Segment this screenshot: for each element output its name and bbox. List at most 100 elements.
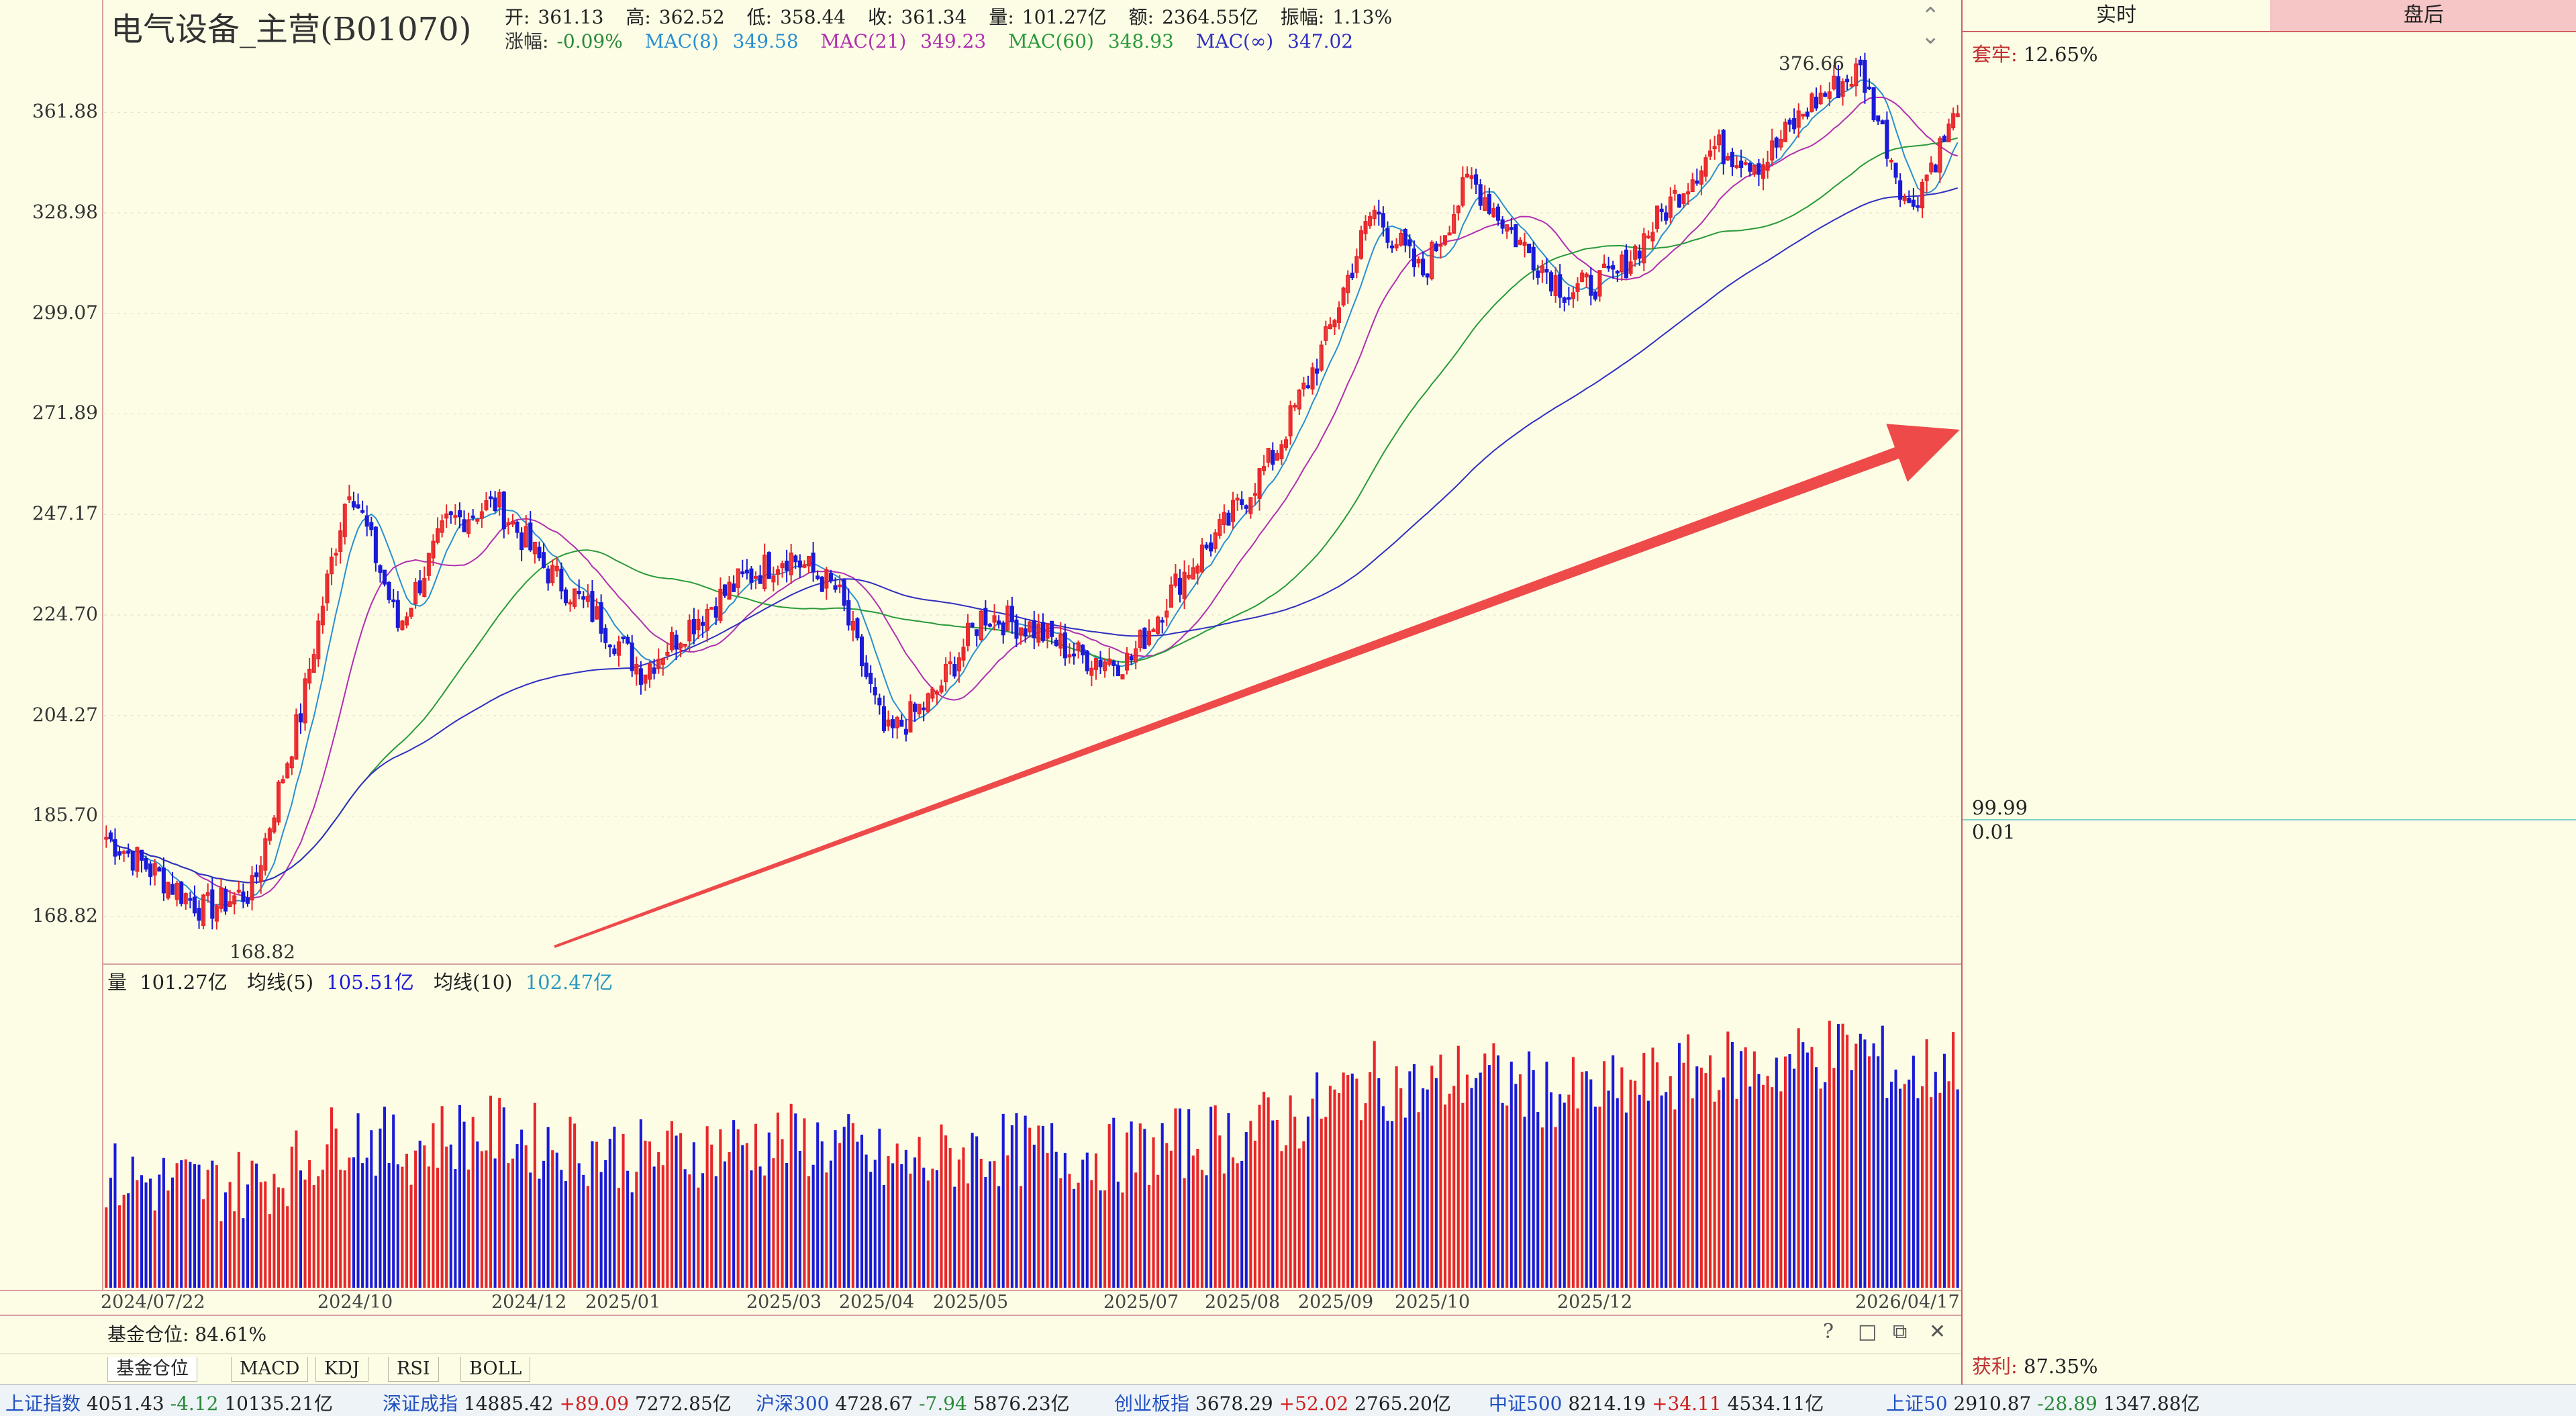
tab-realtime[interactable]: 实时: [1963, 0, 2270, 32]
volume-bar: [189, 1162, 191, 1288]
candle-body: [1873, 88, 1875, 120]
volume-bar: [352, 1158, 355, 1288]
candle-body: [352, 502, 355, 506]
volume-bar: [737, 1129, 740, 1288]
volume-bar: [1148, 1185, 1150, 1288]
tab-after-hours[interactable]: 盘后: [2270, 0, 2576, 32]
volume-bar: [1890, 1082, 1893, 1288]
volume-bar: [1298, 1148, 1301, 1288]
volume-bar: [1205, 1175, 1208, 1288]
candle-body: [869, 673, 872, 683]
collapse-down-icon[interactable]: ⌄: [1921, 23, 1940, 50]
candle-body: [1545, 270, 1548, 272]
candle-body: [224, 890, 227, 911]
tab-macd[interactable]: MACD: [231, 1357, 308, 1382]
volume-bar: [476, 1141, 479, 1288]
candle-body: [547, 569, 550, 583]
candle-body: [255, 873, 258, 876]
volume-bar: [1952, 1032, 1954, 1288]
date-tick: 2025/12: [1557, 1292, 1632, 1313]
volume-bar: [105, 1207, 107, 1288]
candle-body: [1912, 201, 1915, 206]
volume-bar: [1209, 1107, 1212, 1288]
volume-bar: [609, 1139, 611, 1288]
candle-body: [1015, 620, 1018, 639]
volume-bars: [105, 1021, 1959, 1288]
volume-bar: [1824, 1082, 1826, 1288]
high-mark-label: 376.66: [1779, 52, 1844, 75]
candle-body: [145, 859, 148, 869]
tab-fund-position[interactable]: 基金仓位: [107, 1357, 197, 1382]
candle-body: [816, 576, 819, 578]
tab-kdj[interactable]: KDJ: [315, 1357, 368, 1382]
ticker-item[interactable]: 上证50 2910.87 -28.89 1347.88亿: [1886, 1389, 2200, 1416]
candle-body: [785, 561, 788, 570]
volume-bar: [1505, 1106, 1508, 1288]
volume-bar: [1647, 1101, 1650, 1288]
volume-bar: [503, 1107, 505, 1288]
volume-bar: [1912, 1055, 1915, 1288]
candle-body: [1391, 246, 1393, 248]
candle-body: [542, 553, 545, 567]
volume-bar: [308, 1160, 311, 1288]
volume-bar: [405, 1154, 408, 1288]
volume-bar: [291, 1147, 293, 1288]
volume-bar: [1280, 1151, 1283, 1288]
volume-bar: [1174, 1108, 1177, 1288]
volume-bar: [224, 1192, 227, 1288]
volume-bar: [1064, 1153, 1067, 1288]
ticker-item[interactable]: 上证指数 4051.43 -4.12 10135.21亿: [5, 1389, 333, 1416]
candle-body: [375, 528, 377, 563]
restore-icon[interactable]: ⧉: [1893, 1320, 1907, 1343]
volume-bar: [997, 1186, 1000, 1288]
volume-bar: [648, 1141, 651, 1288]
volume-bar: [1832, 1068, 1835, 1288]
indicator-tabs: 基金仓位 MACD KDJ RSI BOLL: [0, 1354, 1961, 1385]
help-icon[interactable]: ?: [1823, 1320, 1834, 1343]
volume-bar: [277, 1187, 280, 1288]
candle-body: [1868, 87, 1871, 89]
volume-bar: [1254, 1141, 1256, 1288]
candle-body: [600, 603, 603, 633]
candle-body: [1002, 623, 1005, 634]
volume-bar: [1669, 1076, 1672, 1288]
volume-bar: [392, 1115, 395, 1288]
candle-body: [838, 585, 841, 587]
ticker-item[interactable]: 沪深300 4728.67 -7.94 5876.23亿: [756, 1389, 1070, 1416]
ticker-item[interactable]: 中证500 8214.19 +34.11 4534.11亿: [1489, 1389, 1824, 1416]
candle-body: [1731, 152, 1734, 167]
candle-body: [874, 688, 877, 694]
volume-bar: [260, 1182, 262, 1288]
ticker-item[interactable]: 创业板指 3678.29 +52.02 2765.20亿: [1114, 1389, 1451, 1416]
volume-bar: [1249, 1121, 1252, 1288]
volume-bar: [1059, 1178, 1062, 1288]
price-tick: 204.27: [32, 704, 98, 726]
volume-bar: [202, 1199, 205, 1288]
volume-bar: [547, 1127, 550, 1288]
volume-bar: [1152, 1137, 1155, 1288]
date-tick: 2024/12: [491, 1292, 566, 1313]
candle-body: [361, 511, 364, 512]
price-level-bottom: 0.01: [1972, 820, 2016, 843]
volume-bar: [321, 1170, 324, 1288]
volume-bar: [1762, 1085, 1765, 1288]
ticker-item[interactable]: 深证成指 14885.42 +89.09 7272.85亿: [383, 1389, 732, 1416]
candle-body: [560, 569, 562, 591]
volume-bar: [1143, 1129, 1146, 1288]
volume-bar: [1616, 1098, 1619, 1288]
volume-bar: [1426, 1090, 1429, 1288]
tab-rsi[interactable]: RSI: [388, 1357, 439, 1382]
volume-bar: [1625, 1113, 1628, 1288]
candle-body: [1638, 251, 1641, 258]
price-tick: 271.89: [32, 402, 98, 424]
volume-bar: [1369, 1072, 1371, 1288]
volume-bar: [1536, 1112, 1539, 1288]
close-icon[interactable]: ✕: [1929, 1320, 1946, 1343]
maximize-icon[interactable]: □: [1858, 1320, 1877, 1343]
candle-body: [1073, 655, 1075, 656]
candle-body: [1824, 94, 1826, 96]
tab-boll[interactable]: BOLL: [460, 1357, 530, 1382]
volume-bar: [1567, 1095, 1570, 1288]
candle-body: [242, 892, 244, 902]
